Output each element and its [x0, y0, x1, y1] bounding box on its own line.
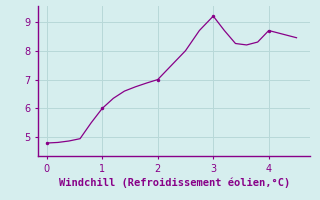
- X-axis label: Windchill (Refroidissement éolien,°C): Windchill (Refroidissement éolien,°C): [59, 177, 290, 188]
